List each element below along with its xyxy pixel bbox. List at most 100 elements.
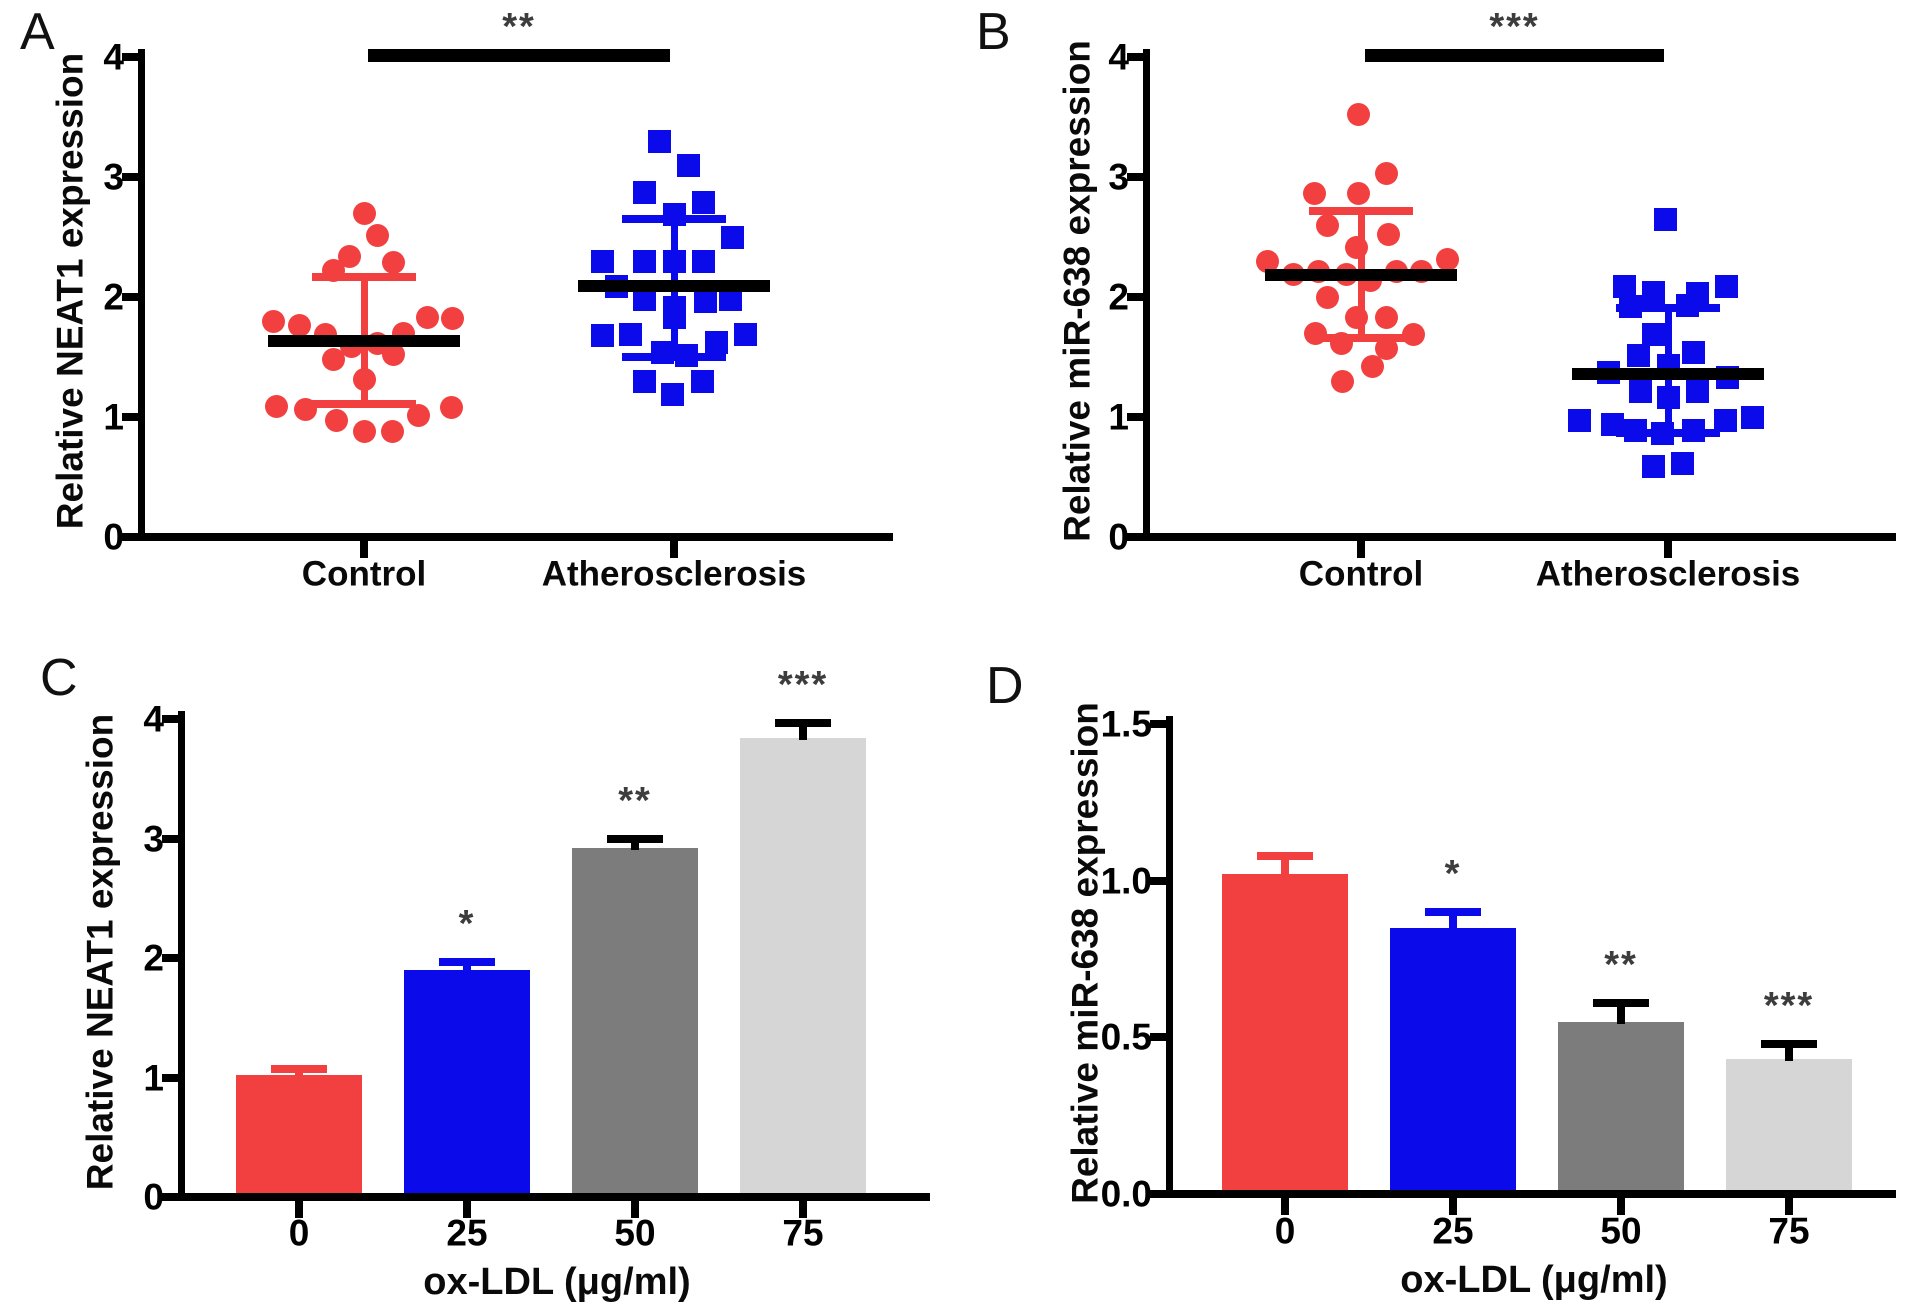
- data-point-A-Atherosclerosis-14: [718, 287, 742, 311]
- data-point-A-Atherosclerosis-11: [632, 287, 656, 311]
- x-tick-A-Control: [360, 541, 368, 558]
- panel-c-y-axis-title: Relative NEAT1 expression: [79, 713, 121, 1191]
- x-tick-C-50: [631, 1201, 639, 1218]
- y-tick-C-0: [162, 1193, 178, 1201]
- y-axis-line-C: [178, 711, 185, 1201]
- group-label-A-Control: Control: [301, 554, 427, 594]
- data-point-B-Atherosclerosis-9: [1681, 340, 1705, 364]
- y-axis-line-A: [138, 49, 145, 541]
- y-tick-label-C-1: 1: [143, 1057, 164, 1098]
- x-axis-line-A: [138, 533, 893, 541]
- error-cap-D-75: [1761, 1039, 1817, 1048]
- data-point-B-Control-18: [1303, 321, 1327, 345]
- data-point-A-Atherosclerosis-8: [662, 249, 686, 273]
- data-point-B-Control-22: [1360, 355, 1384, 379]
- y-tick-label-A-0: 0: [103, 516, 124, 558]
- x-tick-C-25: [463, 1201, 471, 1218]
- sd-cap-bottom-A-Atherosclerosis: [622, 353, 726, 361]
- y-tick-label-A-4: 4: [103, 36, 124, 78]
- data-point-B-Control-23: [1330, 369, 1354, 393]
- y-tick-B-0: [1127, 533, 1143, 541]
- y-tick-D-0.0: [1150, 1190, 1166, 1198]
- data-point-B-Control-8: [1435, 248, 1459, 272]
- data-point-A-Atherosclerosis-2: [632, 181, 656, 205]
- y-tick-A-2: [122, 293, 138, 301]
- data-point-B-Control-16: [1344, 305, 1368, 329]
- data-point-A-Control-17: [293, 398, 317, 422]
- x-axis-line-B: [1143, 533, 1896, 541]
- y-tick-A-1: [122, 413, 138, 421]
- significance-stars-D-50: **: [1604, 943, 1638, 986]
- significance-stars-C-75: ***: [777, 663, 829, 706]
- error-cap-D-50: [1593, 998, 1649, 1007]
- error-cap-C-0: [271, 1065, 327, 1074]
- significance-stars-C-25: *: [458, 902, 476, 945]
- mean-line-B-Control: [1265, 269, 1457, 282]
- x-tick-label-C-75: 75: [782, 1212, 824, 1254]
- error-stem-D-50: [1617, 1002, 1625, 1024]
- significance-bar-B: [1365, 49, 1664, 62]
- data-point-A-Control-6: [287, 314, 311, 338]
- y-tick-label-B-0: 0: [1108, 516, 1129, 558]
- data-point-B-Control-3: [1346, 182, 1370, 206]
- data-point-B-Control-21: [1401, 322, 1425, 346]
- y-tick-label-A-3: 3: [103, 156, 124, 198]
- significance-stars-D-75: ***: [1763, 984, 1815, 1027]
- x-tick-label-C-50: 50: [614, 1212, 656, 1254]
- data-point-A-Atherosclerosis-4: [662, 202, 686, 226]
- y-tick-label-C-0: 0: [143, 1176, 164, 1218]
- data-point-A-Control-13: [415, 305, 439, 329]
- y-axis-line-D: [1166, 716, 1173, 1198]
- panel-d-x-axis-title: ox-LDL (μg/ml): [1400, 1259, 1668, 1301]
- y-tick-C-4: [162, 715, 178, 723]
- significance-bar-A: [368, 49, 670, 62]
- data-point-B-Control-15: [1315, 285, 1339, 309]
- x-axis-line-D: [1166, 1190, 1896, 1198]
- data-point-A-Control-3: [321, 259, 345, 283]
- group-label-B-Atherosclerosis: Atherosclerosis: [1535, 554, 1801, 594]
- data-point-B-Control-7: [1255, 249, 1279, 273]
- error-stem-C-75: [799, 722, 807, 741]
- data-point-A-Atherosclerosis-1: [676, 153, 700, 177]
- panel-d-y-axis-title: Relative miR-638 expression: [1064, 702, 1106, 1204]
- data-point-B-Atherosclerosis-15: [1656, 386, 1680, 410]
- x-tick-C-0: [295, 1201, 303, 1218]
- data-point-B-Atherosclerosis-4: [1714, 274, 1738, 298]
- data-point-A-Control-1: [365, 224, 389, 248]
- data-point-B-Atherosclerosis-19: [1650, 422, 1674, 446]
- error-stem-D-0: [1281, 855, 1289, 877]
- mean-line-B-Atherosclerosis: [1572, 367, 1764, 380]
- bar-C-75: [740, 738, 866, 1197]
- sd-cap-top-B-Atherosclerosis: [1616, 303, 1720, 312]
- panel-b-label: B: [976, 3, 1011, 61]
- data-point-B-Atherosclerosis-17: [1600, 412, 1624, 436]
- mean-line-A-Atherosclerosis: [578, 280, 770, 293]
- data-point-B-Atherosclerosis-5: [1618, 295, 1642, 319]
- data-point-A-Control-2: [337, 244, 361, 268]
- data-point-A-Control-16: [264, 394, 288, 418]
- data-point-B-Atherosclerosis-21: [1713, 409, 1737, 433]
- data-point-B-Control-6: [1344, 236, 1368, 260]
- data-point-A-Control-10: [321, 347, 345, 371]
- data-point-B-Atherosclerosis-8: [1626, 344, 1650, 368]
- data-point-A-Atherosclerosis-20: [650, 340, 674, 364]
- y-tick-B-3: [1127, 173, 1143, 181]
- data-point-A-Atherosclerosis-16: [618, 322, 642, 346]
- x-tick-C-75: [799, 1201, 807, 1218]
- significance-stars-D-25: *: [1444, 853, 1462, 896]
- data-point-A-Atherosclerosis-7: [632, 249, 656, 273]
- data-point-A-Atherosclerosis-19: [733, 322, 757, 346]
- x-tick-label-C-0: 0: [288, 1212, 310, 1254]
- y-tick-D-0.5: [1150, 1033, 1166, 1042]
- y-tick-label-D-0.5: 0.5: [1100, 1016, 1152, 1058]
- sd-cap-top-A-Control: [312, 272, 416, 281]
- data-point-A-Atherosclerosis-22: [632, 369, 656, 393]
- y-tick-C-1: [162, 1073, 178, 1082]
- sd-cap-bottom-A-Control: [312, 399, 416, 408]
- y-tick-B-1: [1127, 413, 1143, 421]
- y-tick-D-1.5: [1150, 720, 1166, 729]
- data-point-A-Control-11: [381, 343, 405, 367]
- data-point-B-Atherosclerosis-20: [1681, 418, 1705, 442]
- x-tick-D-75: [1785, 1198, 1793, 1215]
